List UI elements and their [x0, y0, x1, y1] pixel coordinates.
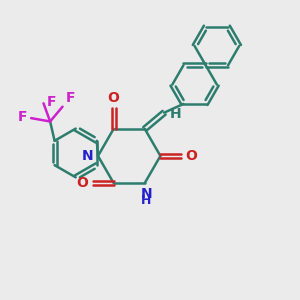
Text: F: F [66, 91, 76, 105]
Text: H: H [170, 107, 182, 121]
Text: N: N [140, 188, 152, 201]
Text: F: F [18, 110, 28, 124]
Text: O: O [76, 176, 88, 190]
Text: N: N [82, 149, 94, 163]
Text: O: O [108, 91, 119, 104]
Text: H: H [141, 194, 152, 207]
Text: O: O [186, 149, 197, 163]
Text: F: F [47, 95, 57, 109]
